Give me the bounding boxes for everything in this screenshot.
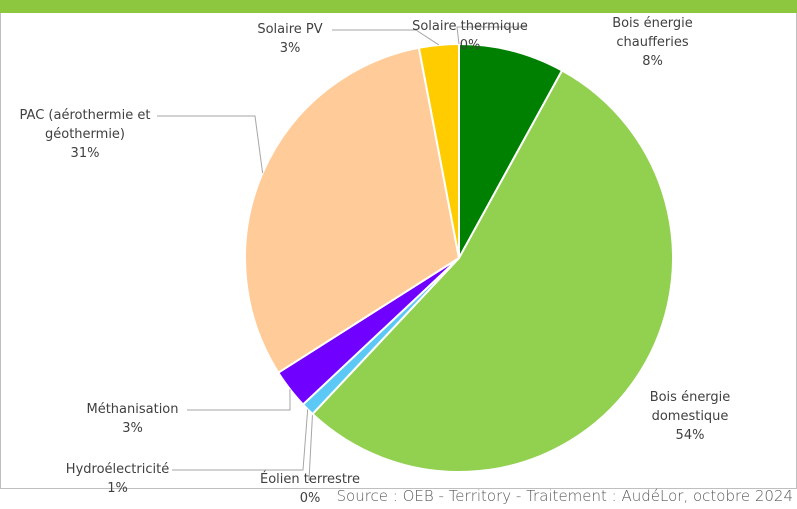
pie-slice [458,42,564,259]
leader-line [157,115,264,174]
value-label: 1% [107,481,128,496]
category-name: Hydroélectricité [65,462,170,477]
value-label: 3% [279,41,301,56]
slice-label: Bois énergie domestique 54% [620,388,760,445]
value-label: 54% [675,428,705,443]
slice-label: PAC (aérothermie et géothermie) 31% [5,106,165,163]
value-label: 0% [459,38,481,53]
slice-label: Solaire PV 3% [240,20,340,58]
value-label: 0% [299,491,321,506]
category-name: Solaire thermique [412,19,528,34]
leader-line [187,389,291,411]
slice-label: Solaire thermique 0% [405,17,535,55]
category-name: Solaire PV [257,22,323,37]
leader-line [172,409,309,471]
header-bar [0,0,797,13]
slice-label: Bois énergie chaufferies 8% [590,14,715,71]
category-name: Méthanisation [86,402,179,417]
leader-line [332,29,440,46]
category-name: Bois énergie chaufferies [612,16,693,50]
category-name: PAC (aérothermie et géothermie) [19,108,151,142]
category-name: Éolien terrestre [260,472,360,487]
slice-label: Hydroélectricité 1% [55,460,180,498]
slice-label: Éolien terrestre 0% [255,470,365,508]
pie-slice [244,46,461,375]
slice-label: Méthanisation 3% [70,400,195,438]
value-label: 3% [122,421,143,436]
leader-line [456,26,527,45]
leader-line [308,413,314,481]
pie-slice [311,69,674,473]
value-label: 8% [642,54,663,69]
source-note: Source : OEB - Territory - Traitement : … [336,487,793,505]
category-name: Bois énergie domestique [649,390,731,424]
value-label: 31% [70,146,100,161]
